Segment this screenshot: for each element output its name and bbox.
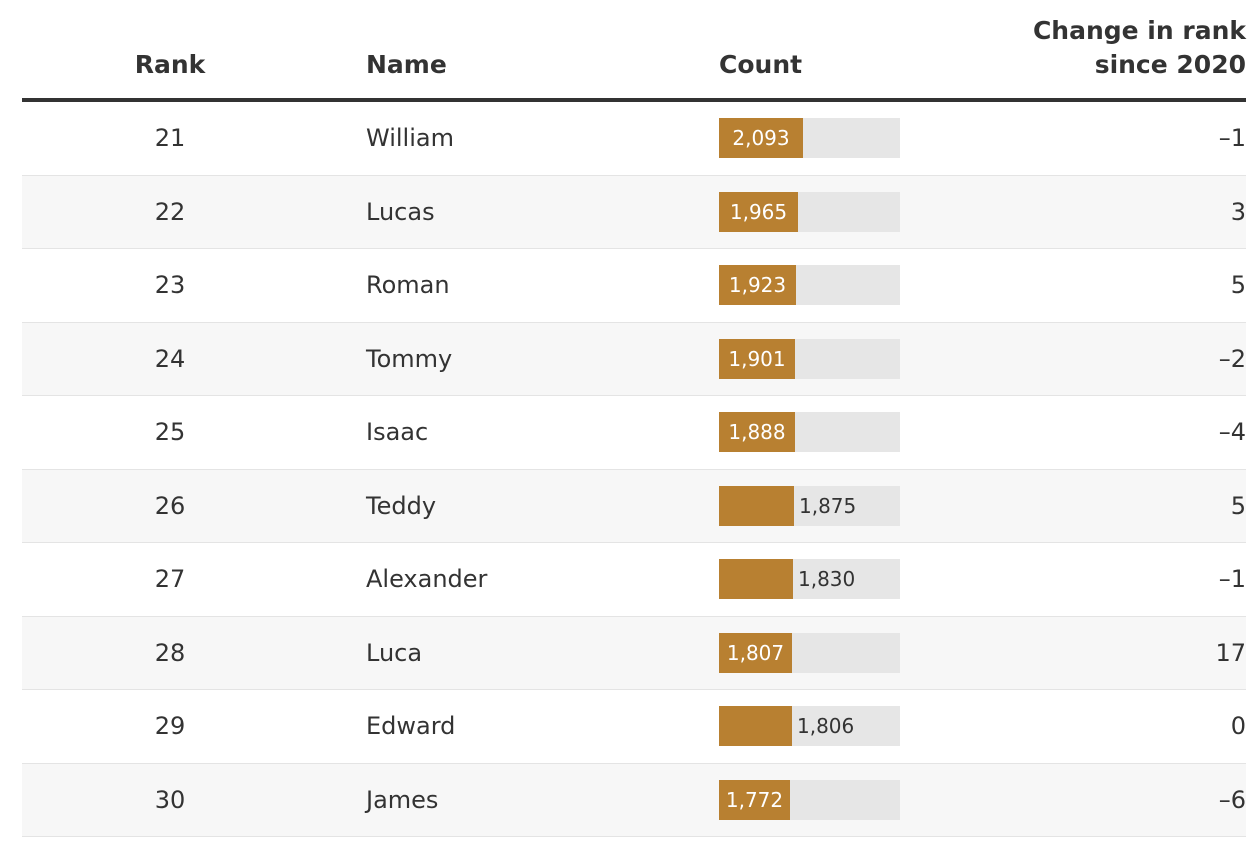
- count-label: 1,901: [728, 346, 786, 371]
- rank-cell: 24: [154, 344, 186, 373]
- name-cell: Edward: [366, 712, 456, 741]
- name-cell: Isaac: [366, 418, 429, 447]
- rank-cell: 26: [154, 491, 186, 520]
- header-name: Name: [366, 50, 447, 79]
- rank-cell: 30: [154, 785, 186, 814]
- rank-cell: 25: [154, 418, 186, 447]
- names-table: Rank Name Count Change in rank since 202…: [22, 0, 1246, 837]
- table-row: 25 Isaac 1,888 –4: [22, 396, 1246, 470]
- header-change-in-rank: Change in rank since 2020: [1033, 14, 1246, 82]
- count-bar-track: 1,806: [719, 706, 900, 747]
- count-cell: 1,875: [719, 470, 900, 543]
- count-bar-track: 1,965: [719, 191, 900, 232]
- name-cell: Teddy: [366, 491, 437, 520]
- count-bar: [719, 191, 798, 232]
- count-label: 1,965: [729, 199, 788, 224]
- rank-cell: 21: [154, 124, 186, 153]
- name-cell: Lucas: [366, 197, 435, 226]
- change-cell: 3: [1230, 197, 1246, 226]
- header-change-line1: Change in rank: [1032, 16, 1246, 45]
- count-bar: [719, 485, 794, 526]
- count-bar-track: 1,875: [719, 485, 900, 526]
- count-bar-track: 1,901: [719, 338, 900, 379]
- name-cell: William: [366, 124, 454, 153]
- table-row: 21 William 2,093 –1: [22, 102, 1246, 176]
- name-cell: Alexander: [366, 565, 488, 594]
- count-cell: 1,830: [719, 543, 900, 616]
- count-cell: 1,965: [719, 176, 900, 249]
- count-bar: [719, 265, 796, 306]
- count-cell: 1,888: [719, 396, 900, 469]
- count-bar: [719, 118, 803, 159]
- count-label: 1,772: [725, 787, 784, 812]
- count-cell: 1,772: [719, 764, 900, 837]
- count-bar-track: 1,923: [719, 265, 900, 306]
- rank-cell: 22: [154, 197, 186, 226]
- count-label: 1,807: [726, 640, 785, 665]
- count-label: 1,830: [798, 567, 856, 592]
- count-label: 2,093: [732, 126, 790, 151]
- change-cell: –4: [1218, 418, 1246, 447]
- count-bar: [719, 706, 792, 747]
- rank-cell: 28: [154, 638, 186, 667]
- count-bar: [719, 632, 792, 673]
- header-rank: Rank: [134, 50, 206, 79]
- name-cell: Roman: [366, 271, 450, 300]
- count-cell: 1,901: [719, 323, 900, 396]
- name-cell: Luca: [366, 638, 423, 667]
- count-cell: 1,923: [719, 249, 900, 322]
- table-row: 30 James 1,772 –6: [22, 763, 1246, 837]
- count-label: 1,923: [728, 273, 787, 298]
- change-cell: 0: [1230, 712, 1246, 741]
- count-bar: [719, 559, 793, 600]
- rank-cell: 29: [154, 712, 186, 741]
- header-count: Count: [719, 50, 803, 79]
- count-bar-track: 1,888: [719, 412, 900, 453]
- count-bar-track: 1,830: [719, 559, 900, 600]
- count-label: 1,888: [728, 420, 786, 445]
- count-bar-track: 1,807: [719, 632, 900, 673]
- count-bar: [719, 338, 795, 379]
- count-bar: [719, 412, 795, 453]
- name-cell: James: [366, 785, 439, 814]
- name-cell: Tommy: [366, 344, 453, 373]
- table-row: 23 Roman 1,923 5: [22, 249, 1246, 323]
- count-bar: [719, 779, 790, 820]
- table-row: 29 Edward 1,806 0: [22, 690, 1246, 764]
- change-cell: –1: [1218, 565, 1246, 594]
- rank-cell: 27: [154, 565, 186, 594]
- count-cell: 1,806: [719, 690, 900, 763]
- count-label: 1,806: [797, 714, 855, 739]
- table-header: Rank Name Count Change in rank since 202…: [22, 0, 1246, 102]
- table-row: 24 Tommy 1,901 –2: [22, 322, 1246, 396]
- change-cell: –6: [1218, 785, 1246, 814]
- table-row: 22 Lucas 1,965 3: [22, 175, 1246, 249]
- count-cell: 1,807: [719, 617, 900, 690]
- change-cell: 5: [1230, 491, 1246, 520]
- header-change-line2: since 2020: [1094, 50, 1246, 79]
- count-bar-track: 2,093: [719, 118, 900, 159]
- change-cell: –2: [1218, 344, 1246, 373]
- count-label: 1,875: [799, 493, 857, 518]
- change-cell: 17: [1215, 638, 1246, 667]
- table-row: 26 Teddy 1,875 5: [22, 469, 1246, 543]
- table-row: 27 Alexander 1,830 –1: [22, 543, 1246, 617]
- change-cell: –1: [1218, 124, 1246, 153]
- change-cell: 5: [1230, 271, 1246, 300]
- count-cell: 2,093: [719, 102, 900, 175]
- count-bar-track: 1,772: [719, 779, 900, 820]
- table-body: 21 William 2,093 –1 22 Lucas 1,965 3 23 Roman 1,92…: [22, 102, 1246, 837]
- table-row: 28 Luca 1,807 17: [22, 616, 1246, 690]
- rank-cell: 23: [154, 271, 186, 300]
